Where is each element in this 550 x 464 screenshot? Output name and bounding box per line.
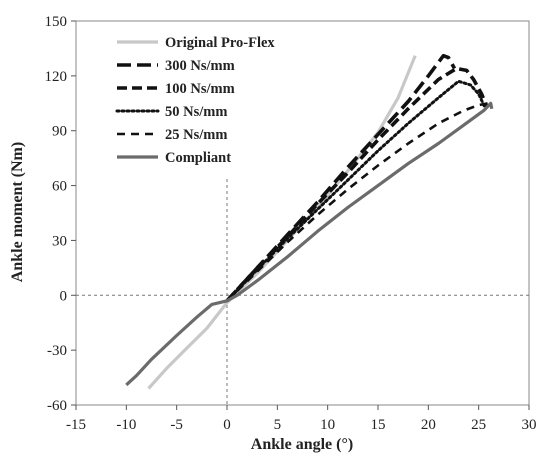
legend-label-50-ns-mm: 50 Ns/mm bbox=[165, 104, 227, 120]
y-axis-title: Ankle moment (Nm) bbox=[9, 142, 26, 282]
y-tick-label: 150 bbox=[45, 14, 68, 30]
x-tick-label: 15 bbox=[371, 417, 386, 433]
series-line-25-ns-mm bbox=[226, 102, 489, 302]
legend-label-300-ns-mm: 300 Ns/mm bbox=[165, 58, 235, 74]
x-tick-label: 5 bbox=[274, 417, 282, 433]
y-tick-label: 30 bbox=[52, 233, 67, 249]
series-layer bbox=[125, 53, 494, 390]
plot-area bbox=[75, 20, 530, 406]
y-tick-label: 0 bbox=[60, 288, 68, 304]
x-tick-label: 25 bbox=[471, 417, 486, 433]
axes: -15 -10 -5 0 5 10 15 20 25 30 -60 -30 0 30 60 90 120 150 bbox=[45, 14, 537, 433]
x-tick-label: -15 bbox=[66, 417, 86, 433]
x-tick-label: -10 bbox=[116, 417, 136, 433]
x-tick-label: -5 bbox=[170, 417, 183, 433]
y-tick-label: -30 bbox=[47, 343, 67, 359]
y-tick-label: 60 bbox=[52, 179, 67, 195]
y-tick-label: 120 bbox=[45, 69, 68, 85]
legend: Original Pro-Flex 300 Ns/mm 100 Ns/mm 50 Ns… bbox=[115, 35, 275, 166]
legend-label-25-ns-mm: 25 Ns/mm bbox=[165, 127, 227, 143]
series-line-100-ns-mm bbox=[225, 66, 489, 303]
x-tick-label: 30 bbox=[522, 417, 537, 433]
x-tick-label: 20 bbox=[421, 417, 436, 433]
y-tick-label: 90 bbox=[52, 124, 67, 140]
series-line-300-ns-mm bbox=[225, 53, 457, 303]
x-tick-label: 0 bbox=[223, 417, 231, 433]
legend-label-100-ns-mm: 100 Ns/mm bbox=[165, 81, 235, 97]
x-axis-title: Ankle angle (°) bbox=[251, 436, 353, 453]
series-line-50-ns-mm bbox=[225, 79, 487, 303]
legend-label-original-pro-flex: Original Pro-Flex bbox=[165, 35, 275, 51]
y-tick-label: -60 bbox=[47, 398, 67, 414]
plot-frame bbox=[75, 20, 530, 406]
legend-label-compliant: Compliant bbox=[165, 150, 231, 166]
x-tick-label: 10 bbox=[320, 417, 335, 433]
series-line-compliant bbox=[125, 101, 494, 387]
